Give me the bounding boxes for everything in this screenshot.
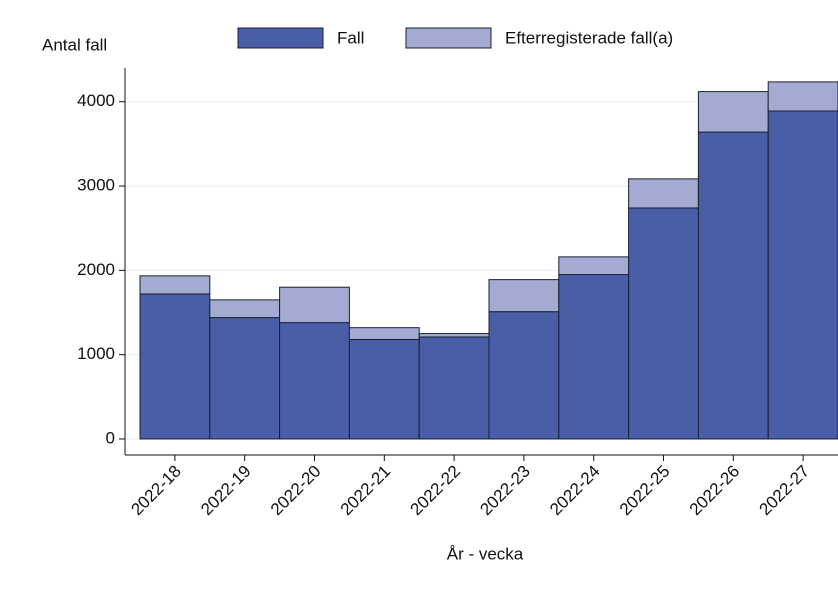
legend-label: Efterregisterade fall(a) [505, 28, 673, 47]
y-tick-label: 1000 [77, 344, 115, 363]
bar-segment [418, 333, 490, 338]
bar-segment [348, 338, 420, 440]
bar-segment [697, 91, 769, 133]
bar-segment [139, 275, 211, 295]
bar-segment [279, 286, 350, 324]
x-tick-label: 2022-22 [407, 462, 465, 520]
x-tick-label: 2022-26 [686, 462, 744, 520]
x-tick-label: 2022-18 [127, 462, 185, 520]
bar-segment [209, 299, 281, 319]
bar-segment [488, 279, 560, 313]
x-tick-label: 2022-24 [546, 462, 604, 520]
x-tick-label: 2022-25 [616, 462, 674, 520]
bar-segment [767, 81, 838, 112]
y-tick-label: 4000 [77, 91, 115, 110]
x-axis-label: År - vecka [447, 544, 524, 563]
y-tick-label: 0 [106, 428, 115, 447]
y-tick-label: 2000 [77, 260, 115, 279]
bar-segment [628, 207, 699, 440]
x-tick-label: 2022-19 [197, 462, 255, 520]
bar-segment [139, 293, 211, 440]
bar-segment [488, 311, 560, 440]
bar-segment [558, 274, 630, 440]
bar-segment [628, 178, 699, 209]
bar-segment [348, 327, 420, 340]
legend-swatch [237, 27, 324, 49]
bar-segment [767, 110, 838, 440]
bar-segment [279, 322, 350, 440]
x-tick-label: 2022-21 [337, 462, 395, 520]
legend-label: Fall [337, 28, 364, 47]
x-tick-label: 2022-23 [476, 462, 534, 520]
y-tick-label: 3000 [77, 176, 115, 195]
x-tick-label: 2022-27 [756, 462, 814, 520]
bar-segment [558, 256, 630, 276]
x-tick-label: 2022-20 [267, 462, 325, 520]
y-axis-label: Antal fall [42, 35, 107, 54]
bar-segment [209, 317, 281, 440]
legend-swatch [405, 27, 492, 49]
bar-segment [418, 336, 490, 440]
bar-segment [697, 131, 769, 440]
